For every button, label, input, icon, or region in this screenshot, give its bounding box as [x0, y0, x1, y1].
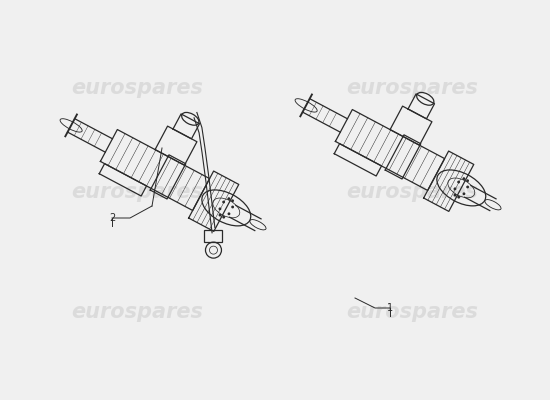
Text: eurospares: eurospares	[346, 182, 478, 202]
Circle shape	[231, 199, 234, 202]
Circle shape	[454, 194, 456, 196]
Circle shape	[222, 200, 225, 204]
Circle shape	[466, 179, 469, 182]
Text: eurospares: eurospares	[346, 78, 478, 98]
Circle shape	[457, 196, 460, 198]
Text: eurospares: eurospares	[72, 78, 204, 98]
Circle shape	[228, 197, 230, 200]
Circle shape	[231, 206, 234, 208]
Text: eurospares: eurospares	[72, 182, 204, 202]
Circle shape	[457, 180, 460, 184]
Circle shape	[463, 177, 465, 180]
Bar	[205, 230, 222, 242]
Circle shape	[222, 216, 225, 218]
Circle shape	[454, 188, 456, 190]
Text: 1: 1	[387, 303, 393, 313]
Circle shape	[218, 214, 222, 216]
Circle shape	[466, 186, 469, 188]
Circle shape	[463, 192, 465, 195]
Circle shape	[228, 212, 230, 215]
Text: 2: 2	[109, 213, 115, 223]
Text: eurospares: eurospares	[346, 302, 478, 322]
Circle shape	[218, 208, 222, 210]
Text: eurospares: eurospares	[72, 302, 204, 322]
